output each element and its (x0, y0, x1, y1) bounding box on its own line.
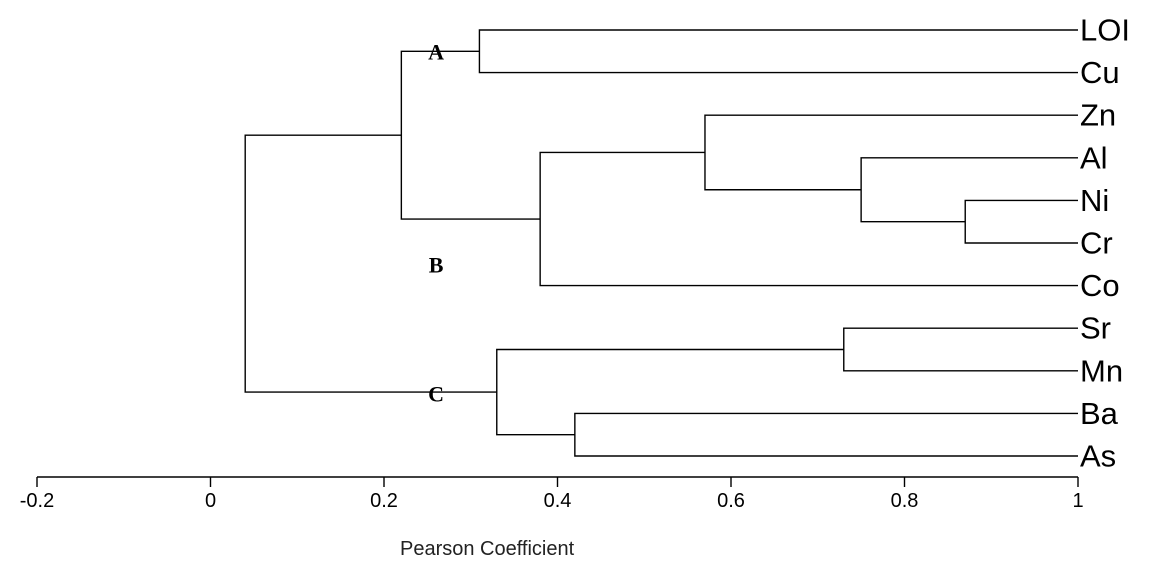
leaf-label: Cu (1080, 55, 1120, 90)
leaf-label: Cr (1080, 226, 1113, 261)
leaf-label: LOI (1080, 13, 1130, 48)
cluster-labels: A B C (428, 40, 444, 407)
branch-ni-cr (964, 199, 1078, 244)
x-tick-label: 0 (205, 490, 216, 512)
x-tick-label: 0.2 (370, 490, 398, 512)
branch-al-n1 (860, 157, 1078, 223)
cluster-label: B (429, 253, 444, 278)
x-tick-label: -0.2 (20, 490, 54, 512)
x-axis: -0.2 0 0.2 0.4 0.6 0.8 1 (20, 476, 1084, 512)
leaf-labels: LOI Cu Zn Al Ni Cr Co Sr Mn Ba As (1080, 13, 1130, 474)
leaf-label: Mn (1080, 353, 1123, 388)
dendrogram-branches (244, 29, 1078, 457)
cluster-label: A (428, 40, 444, 65)
leaf-label: As (1080, 439, 1116, 474)
cluster-label: C (428, 382, 444, 407)
x-axis-title: Pearson Coefficient (400, 538, 575, 560)
branch-n4-co (539, 151, 1078, 287)
branch-loi-cu (478, 29, 1078, 74)
x-tick-label: 0.6 (717, 490, 745, 512)
branch-sr-mn (843, 327, 1078, 372)
x-tick-label: 0.4 (544, 490, 572, 512)
leaf-label: Ba (1080, 396, 1119, 431)
branch-n8-n6 (400, 50, 541, 220)
leaf-label: Al (1080, 140, 1108, 175)
x-tick-label: 1 (1072, 490, 1083, 512)
leaf-label: Zn (1080, 98, 1116, 133)
branch-zn-n2 (704, 114, 1078, 191)
branch-n3-n5 (496, 348, 844, 436)
leaf-label: Sr (1080, 311, 1111, 346)
branch-ba-as (574, 412, 1078, 457)
leaf-label: Co (1080, 268, 1120, 303)
branch-n9-n7 (244, 134, 497, 393)
x-axis-ticks: -0.2 0 0.2 0.4 0.6 0.8 1 (20, 477, 1084, 512)
leaf-label: Ni (1080, 183, 1109, 218)
x-tick-label: 0.8 (891, 490, 919, 512)
